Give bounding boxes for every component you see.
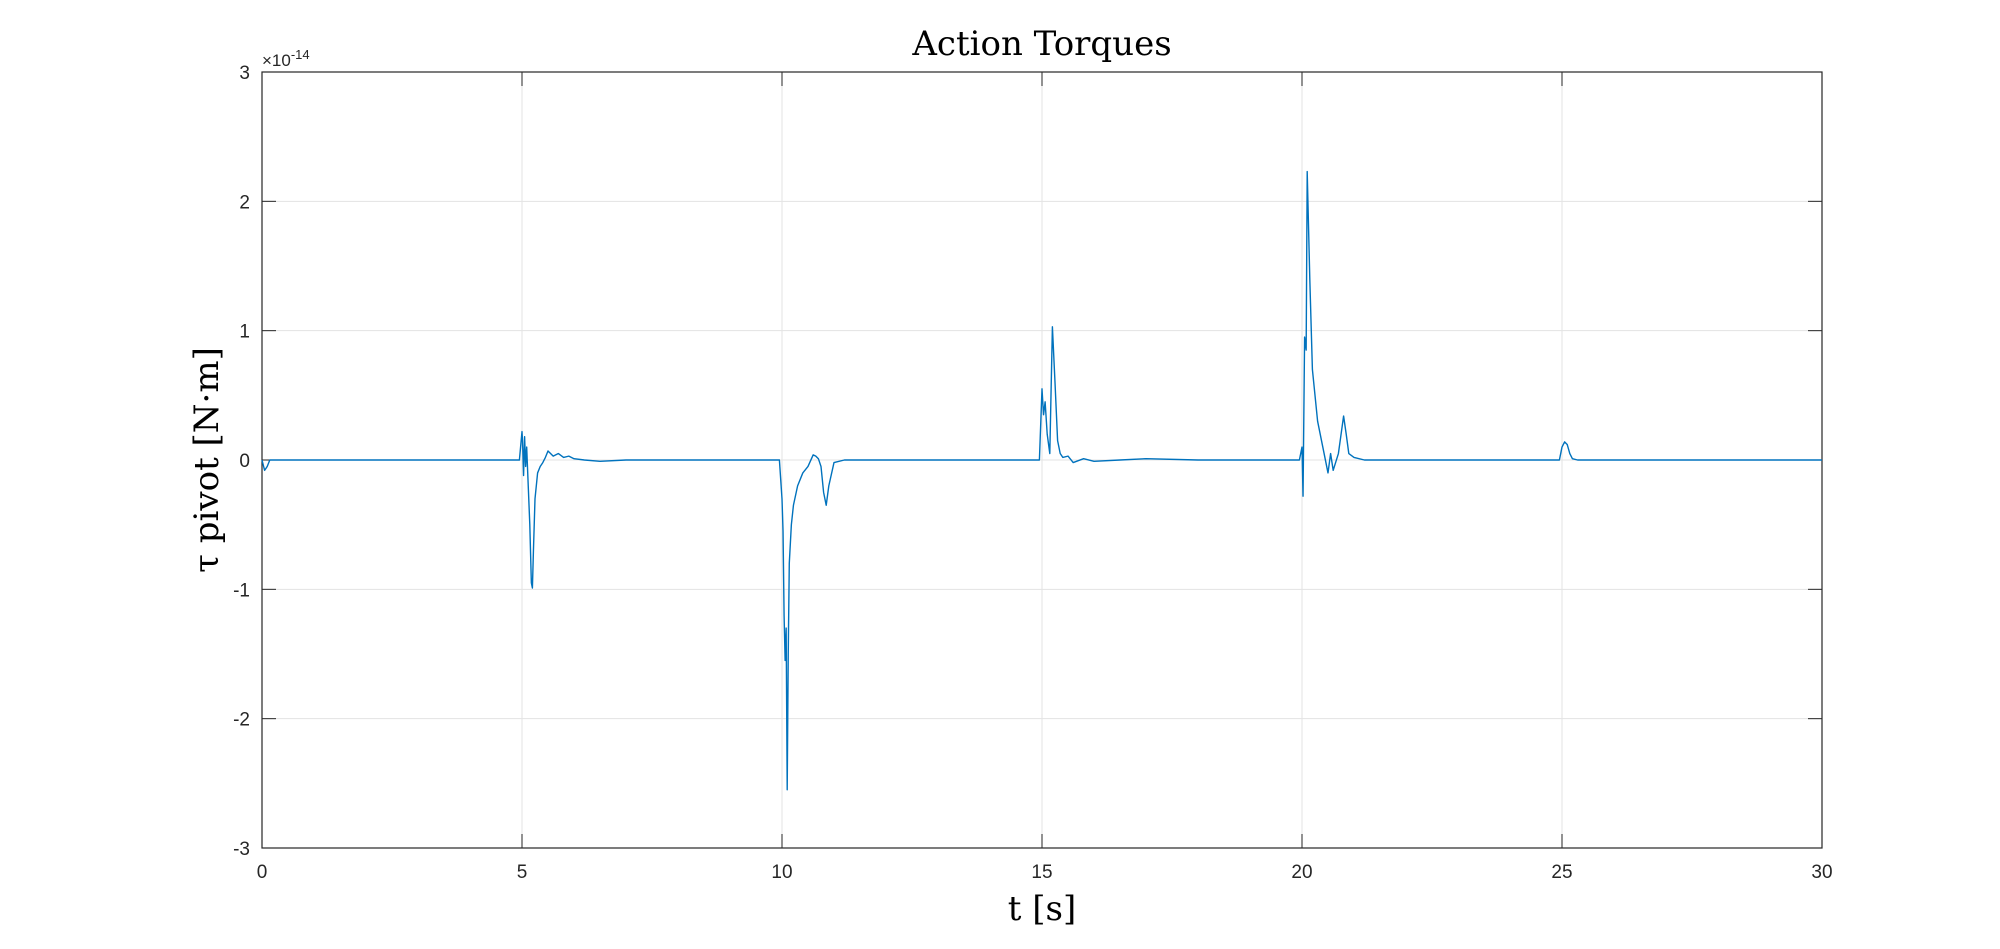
series-layer (261, 170, 1822, 791)
x-tick-label: 25 (1551, 862, 1572, 883)
series-line (261, 170, 1822, 791)
y-tick-label: 1 (239, 322, 250, 343)
y-exponent-base: ×10 (262, 51, 291, 70)
y-tick-label: -2 (233, 710, 250, 731)
y-tick-label: -3 (233, 839, 250, 860)
y-tick-label: 0 (239, 451, 250, 472)
y-exponent-label: ×10-14 (262, 47, 310, 70)
x-tick-label: 0 (257, 862, 268, 883)
axis-ticks (261, 71, 1823, 849)
y-tick-label: -1 (233, 580, 250, 601)
y-exponent-power: -14 (291, 47, 310, 62)
x-axis-label: t [s] (1008, 889, 1076, 929)
x-tick-label: 30 (1811, 862, 1832, 883)
y-tick-label: 3 (239, 63, 250, 84)
tick-labels: 0 5 10 15 20 25 30 -3 -2 -1 0 1 2 3 (233, 63, 1832, 883)
y-tick-label: 2 (239, 192, 250, 213)
chart-title: Action Torques (911, 24, 1171, 64)
x-tick-label: 5 (517, 862, 528, 883)
x-tick-label: 20 (1291, 862, 1312, 883)
x-tick-label: 15 (1031, 862, 1052, 883)
y-axis-label: τ pivot [N·m] (187, 347, 227, 573)
grid-lines (262, 72, 1822, 848)
x-tick-label: 10 (771, 862, 792, 883)
